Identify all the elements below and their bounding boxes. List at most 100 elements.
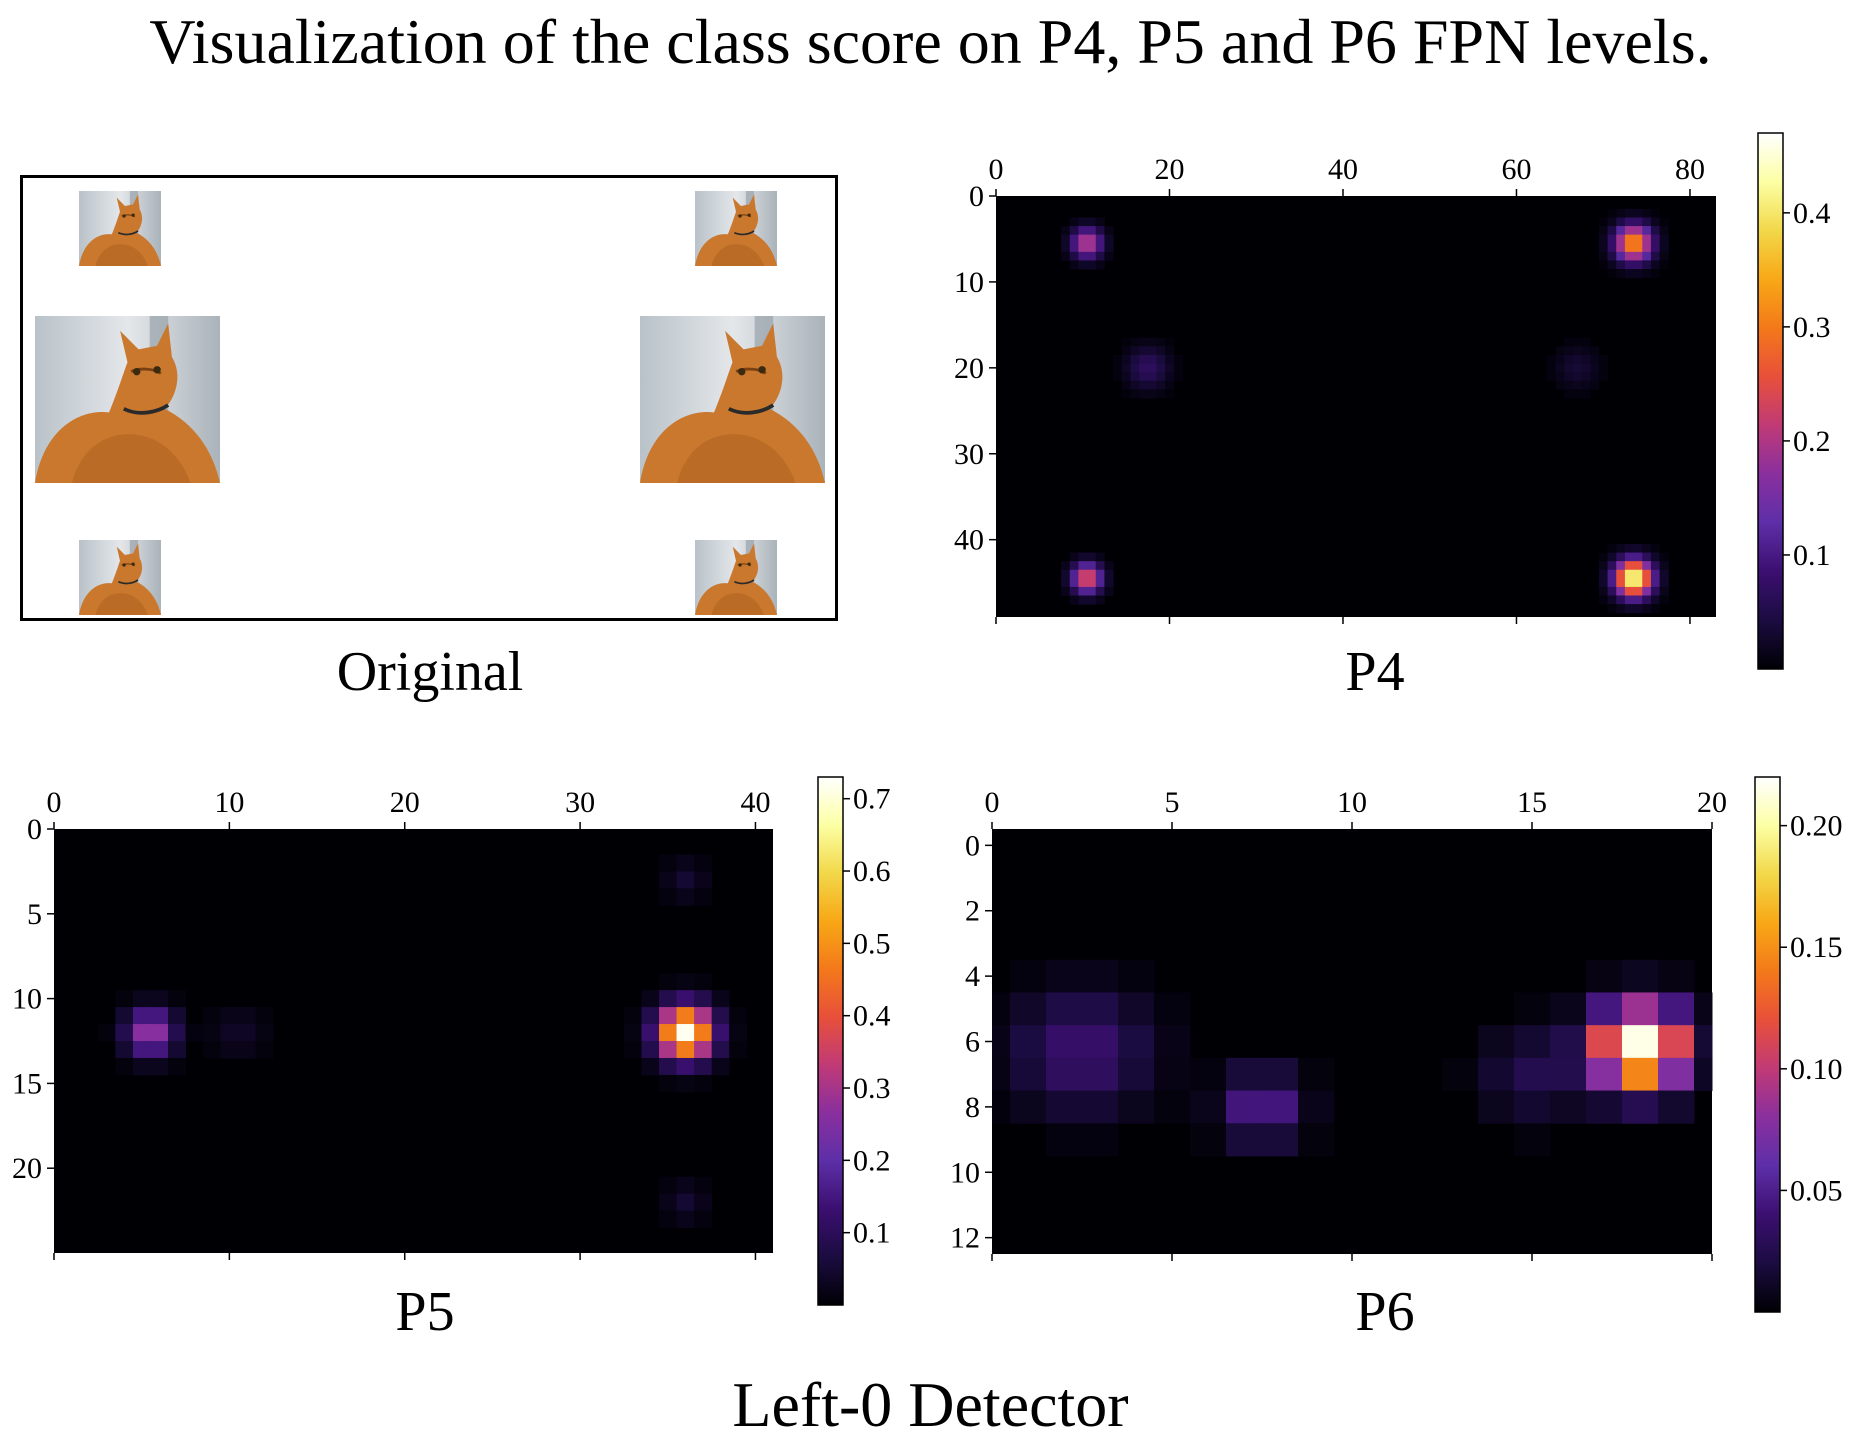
- heatmap-cell: [1078, 217, 1088, 227]
- heatmap-cell: [659, 1176, 678, 1195]
- x-tick-label: 60: [1501, 153, 1531, 186]
- heatmap-cell: [659, 888, 678, 906]
- heatmap-cell: [1078, 586, 1088, 597]
- heatmap-cell: [1642, 226, 1652, 236]
- heatmap-cell: [185, 1024, 204, 1042]
- heatmap-cell: [694, 1074, 713, 1093]
- heatmap-cell: [1130, 372, 1140, 382]
- heatmap-cell: [1658, 1025, 1695, 1059]
- heatmap-cell: [1650, 595, 1661, 605]
- heatmap-cell: [1624, 595, 1635, 605]
- heatmap-cell: [1633, 269, 1643, 279]
- heatmap-cell: [1555, 346, 1565, 356]
- heatmap-cell: [1616, 243, 1626, 253]
- heatmap-cell: [1078, 234, 1088, 244]
- heatmap-cell: [1061, 243, 1071, 253]
- heatmap-cell: [1586, 1025, 1623, 1059]
- heatmap-cell: [1642, 604, 1652, 614]
- y-tick-label: 8: [965, 1091, 980, 1124]
- heatmap-cell: [1598, 354, 1609, 365]
- p5-label: P5: [395, 1281, 455, 1343]
- y-tick-label: 12: [950, 1222, 980, 1255]
- heatmap-cell: [1130, 354, 1140, 365]
- heatmap-cell: [1154, 992, 1191, 1026]
- x-tick-label: 20: [1697, 786, 1727, 819]
- heatmap-cell: [1104, 578, 1114, 588]
- heatmap-cell: [1104, 243, 1114, 253]
- heatmap-cell: [1082, 1123, 1119, 1157]
- heatmap-cell: [1082, 1025, 1119, 1059]
- heatmap-cell: [1624, 208, 1635, 218]
- heatmap-cell: [1139, 346, 1149, 356]
- colorbar-tick-label: 0.2: [853, 1144, 891, 1177]
- y-tick-label: 4: [965, 960, 980, 993]
- heatmap-cell: [1087, 586, 1097, 597]
- heatmap-cell: [1624, 243, 1635, 253]
- heatmap-cell: [1633, 234, 1643, 244]
- heatmap-cell: [1624, 234, 1635, 244]
- heatmap-cell: [1607, 243, 1617, 253]
- heatmap-cell: [238, 1041, 257, 1059]
- heatmap-cell: [1616, 595, 1626, 605]
- heatmap-cell: [1139, 354, 1149, 365]
- heatmap-cell: [1650, 260, 1661, 270]
- heatmap-cell: [150, 1041, 169, 1059]
- heatmap-cell: [1095, 234, 1105, 244]
- heatmap-cell: [659, 1074, 678, 1093]
- heatmap-cell: [1061, 569, 1071, 579]
- y-tick-label: 10: [954, 266, 984, 299]
- heatmap-cell: [1598, 552, 1609, 562]
- y-tick-label: 0: [965, 829, 980, 862]
- heatmap-cell: [115, 1007, 134, 1025]
- heatmap-cell: [1572, 372, 1583, 382]
- heatmap-cell: [676, 1007, 695, 1025]
- heatmap-cell: [1659, 243, 1669, 253]
- heatmap-cell: [1624, 269, 1635, 279]
- heatmap-cell: [1104, 586, 1114, 597]
- heatmap-cell: [1121, 372, 1131, 382]
- heatmap-cell: [1087, 226, 1097, 236]
- heatmap-cell: [1650, 543, 1661, 554]
- heatmap-cell: [1069, 234, 1079, 244]
- heatmap-cell: [623, 1007, 642, 1025]
- heatmap-cell: [1226, 1057, 1263, 1092]
- heatmap-cell: [1156, 354, 1166, 365]
- heatmap-cell: [1624, 217, 1635, 227]
- heatmap-cell: [1598, 569, 1609, 579]
- heatmap-cell: [1572, 337, 1583, 347]
- y-tick-label: 5: [27, 898, 42, 931]
- heatmap-cell: [1622, 1090, 1659, 1124]
- heatmap-cell: [659, 1024, 678, 1042]
- heatmap-cell: [1069, 586, 1079, 597]
- heatmap-cell: [1130, 380, 1140, 390]
- heatmap-cell: [1650, 569, 1661, 579]
- y-tick-label: 15: [12, 1067, 42, 1100]
- heatmap-cell: [694, 1024, 713, 1042]
- heatmap-cell: [694, 1041, 713, 1059]
- heatmap-cell: [1139, 380, 1149, 390]
- heatmap-cell: [676, 1041, 695, 1059]
- heatmap-cell: [1078, 578, 1088, 588]
- heatmap-cell: [1598, 260, 1609, 270]
- heatmap-cell: [1298, 1123, 1335, 1157]
- heatmap-cell: [1607, 595, 1617, 605]
- heatmap-cell: [1165, 363, 1175, 373]
- heatmap-cell: [1633, 208, 1643, 218]
- heatmap-cell: [1624, 552, 1635, 562]
- heatmap-cell: [1642, 561, 1652, 571]
- heatmap-cell: [1624, 569, 1635, 579]
- heatmap-cell: [1087, 552, 1097, 562]
- heatmap-cell: [1650, 552, 1661, 562]
- heatmap-cell: [992, 1025, 1011, 1059]
- heatmap-cell: [992, 1090, 1011, 1124]
- heatmap-cell: [1633, 552, 1643, 562]
- heatmap-cell: [1550, 1090, 1587, 1124]
- heatmap-cell: [1624, 226, 1635, 236]
- heatmap-cell: [623, 1041, 642, 1059]
- heatmap-cell: [1121, 363, 1131, 373]
- heatmap-cell: [1607, 269, 1617, 279]
- x-tick-label: 40: [1328, 153, 1358, 186]
- heatmap-cell: [167, 1057, 187, 1076]
- heatmap-cells: [992, 959, 1713, 1157]
- cat-photo-icon: [695, 540, 777, 615]
